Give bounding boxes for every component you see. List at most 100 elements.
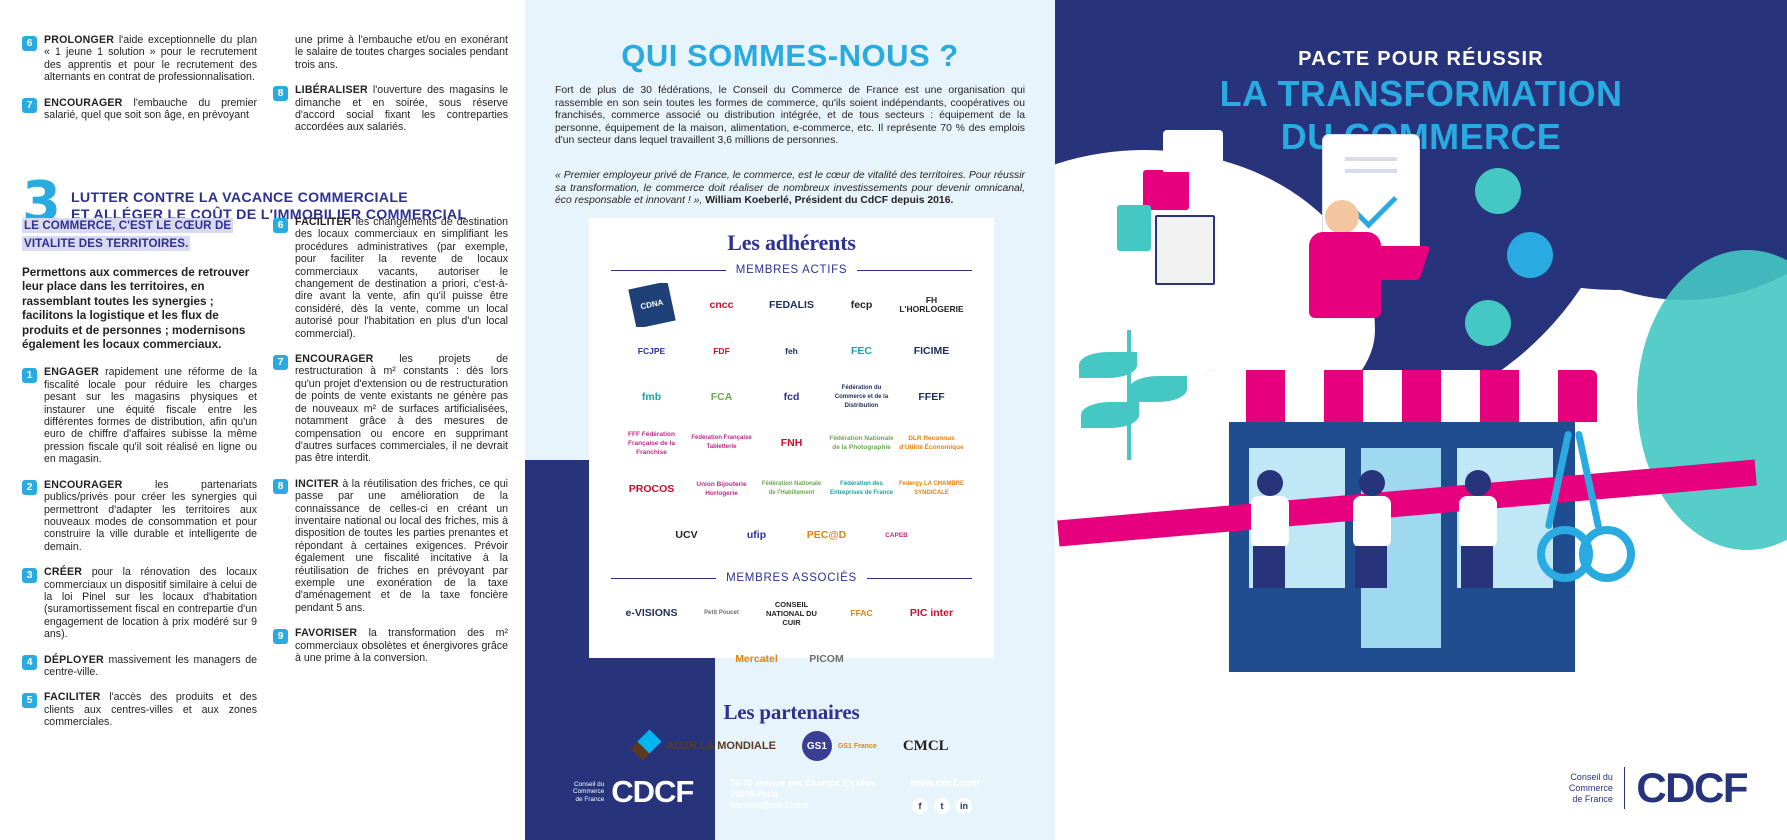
person-with-megaphone	[1291, 200, 1431, 370]
about-body-text: Fort de plus de 30 fédérations, le Conse…	[555, 85, 1025, 147]
list-item: 9 FAVORISER la transformation des m² com…	[273, 627, 508, 664]
member-logo: FDF	[713, 345, 730, 356]
partenaires-title: Les partenaires	[723, 700, 860, 724]
item-body: l'ouverture des magasins le dimanche et …	[295, 84, 508, 134]
cdcf-wordmark: CDCF	[611, 774, 694, 809]
cover-cdcf-wordmark: CDCF	[1636, 764, 1748, 811]
address-line-1: 76-78 avenue des Champs Elysées	[730, 778, 876, 788]
item-text: FACILITER l'accès des produits et des cl…	[44, 691, 257, 728]
left-panel: 6 PROLONGER l'aide exceptionnelle du pla…	[0, 0, 525, 840]
left-top-columns: 6 PROLONGER l'aide exceptionnelle du pla…	[22, 34, 508, 147]
divider-line-right	[866, 577, 972, 579]
item-number: 8	[273, 85, 288, 101]
item-keyword: INCITER	[295, 477, 339, 490]
cover-title-line2: LA TRANSFORMATION	[1219, 73, 1623, 114]
person-center	[1347, 470, 1395, 590]
social-links[interactable]: f t in	[912, 798, 972, 814]
associate-logo: FFAC	[850, 607, 873, 618]
person-right	[1453, 470, 1501, 590]
left-main-columns: LE COMMERCE, C'EST LE CŒUR DE VITALITE D…	[22, 216, 508, 742]
membres-actifs-logo-grid: CDNA cncc FEDALIS fecp FH L'HORLOGERIE F…	[589, 282, 994, 558]
logo-divider	[1623, 767, 1626, 809]
list-item: 8 INCITER à la réutilisation des friches…	[273, 478, 508, 614]
member-logo: FEDALIS	[769, 298, 814, 311]
associate-logo: CONSEIL NATIONAL DU CUIR	[766, 599, 817, 627]
list-item: 7 ENCOURAGER les projets de restructurat…	[273, 353, 508, 465]
list-item: 1 ENGAGER rapidement une réforme de la f…	[22, 366, 257, 465]
list-item-continuation: une prime à l'embauche et/ou en exonéran…	[273, 34, 508, 71]
item-text: ENCOURAGER l'embauche du premier salarié…	[44, 97, 257, 122]
item-keyword: ENCOURAGER	[295, 353, 374, 366]
list-item: 8 LIBÉRALISER l'ouverture des magasins l…	[273, 84, 508, 134]
member-logo: FNH	[780, 436, 803, 449]
item-number: 6	[22, 35, 37, 51]
divider-line-left	[611, 577, 717, 579]
item-text: FACILITER les changements de destination…	[295, 216, 508, 340]
qui-sommes-nous-heading: QUI SOMMES-NOUS ?	[621, 38, 959, 73]
list-item: 6 FACILITER les changements de destinati…	[273, 216, 508, 340]
member-logo: PEC@D	[806, 528, 847, 541]
cover-title-line1: PACTE POUR RÉUSSIR	[1298, 48, 1544, 70]
linkedin-icon[interactable]: in	[956, 798, 972, 814]
item-body: les partenariats publics/privés pour cré…	[44, 478, 257, 553]
item-body: massivement les managers de centre-ville…	[44, 653, 257, 678]
item-keyword: FAVORISER	[295, 627, 358, 640]
associate-logo: e-VISIONS	[625, 606, 678, 619]
item-keyword: CRÉER	[44, 566, 83, 579]
item-text: PROLONGER l'aide exceptionnelle du plan …	[44, 34, 257, 84]
member-logo: UCV	[675, 528, 698, 541]
avatar-node-3	[1465, 300, 1511, 346]
item-keyword: LIBÉRALISER	[295, 84, 368, 97]
item-number: 7	[22, 98, 37, 114]
member-logo: Fédération des Entreprises de France	[829, 481, 894, 496]
membres-actifs-label: MEMBRES ACTIFS	[735, 264, 848, 276]
shop-illustration	[1057, 370, 1757, 672]
brand-line-3: de France	[575, 795, 605, 803]
item-keyword: FACILITER	[295, 216, 352, 228]
cover-brand-line-1: Conseil du	[1570, 771, 1613, 782]
item-text: INCITER à la réutilisation des friches, …	[295, 478, 508, 614]
divider-line-right	[857, 269, 972, 271]
cover-brand-subtext: Conseil du Commerce de France	[1569, 772, 1613, 805]
member-logo: FCJPE	[637, 345, 666, 356]
member-logo: fecp	[850, 298, 873, 311]
brand-line-2: Commerce	[573, 788, 605, 796]
partner-cmcl: CMCL	[903, 738, 949, 755]
list-item: 6 PROLONGER l'aide exceptionnelle du pla…	[22, 34, 257, 84]
partner-label: CMCL	[902, 737, 949, 754]
adherents-title: Les adhérents	[727, 230, 856, 255]
member-logo: fmb	[641, 390, 662, 403]
person-left	[1245, 470, 1293, 590]
item-number: 6	[273, 217, 288, 233]
item-keyword: PROLONGER	[44, 34, 115, 46]
member-logo: fcd	[783, 390, 800, 403]
item-body: une prime à l'embauche et/ou en exonéran…	[295, 34, 508, 71]
website-link[interactable]: www.cdcf.com	[910, 778, 980, 789]
item-number: 1	[22, 367, 37, 383]
quote-author: William Koeberlé, Président du CdCF depu…	[705, 195, 954, 207]
avatar-node-2	[1507, 232, 1553, 278]
member-logo: FCA	[710, 390, 733, 403]
membres-associes-label: MEMBRES ASSOCIÉS	[726, 572, 857, 584]
list-item: 4 DÉPLOYER massivement les managers de c…	[22, 654, 257, 679]
member-logo: FEC	[851, 344, 872, 357]
member-logo: CDNA	[619, 283, 685, 327]
member-logo: CAPEB	[885, 531, 908, 539]
cover-footer-logo: Conseil du Commerce de France CDCF	[1569, 764, 1749, 812]
cover-brand-line-3: de France	[1572, 793, 1613, 804]
list-item: 5 FACILITER l'accès des produits et des …	[22, 691, 257, 728]
member-logo: Fédération du Commerce et de la Distribu…	[834, 384, 889, 409]
scissors-icon	[1535, 430, 1645, 600]
member-logo: Fédération Nationale de la Photographie	[829, 435, 894, 451]
section-title-line1: LUTTER CONTRE LA VACANCE COMMERCIALE	[70, 190, 409, 206]
twitter-icon[interactable]: t	[934, 798, 950, 814]
member-logo: PROCOS	[628, 482, 675, 495]
facebook-icon[interactable]: f	[912, 798, 928, 814]
left-main-column-2: 6 FACILITER les changements de destinati…	[273, 216, 508, 677]
logo-cdna: CDNA	[627, 283, 676, 327]
member-logo: DLR Reconnus d'Utilité Économique	[899, 435, 964, 451]
address-line-2: 75008 Paris	[730, 789, 779, 799]
contact-email[interactable]: contact@cdcf.com	[730, 800, 809, 810]
item-body: l'accès des produits et des clients aux …	[44, 691, 257, 729]
